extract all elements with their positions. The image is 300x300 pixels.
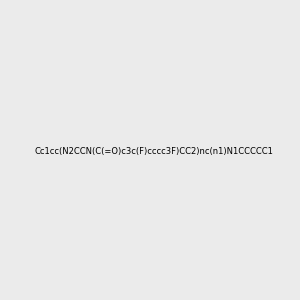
Text: Cc1cc(N2CCN(C(=O)c3c(F)cccc3F)CC2)nc(n1)N1CCCCC1: Cc1cc(N2CCN(C(=O)c3c(F)cccc3F)CC2)nc(n1)… bbox=[34, 147, 273, 156]
